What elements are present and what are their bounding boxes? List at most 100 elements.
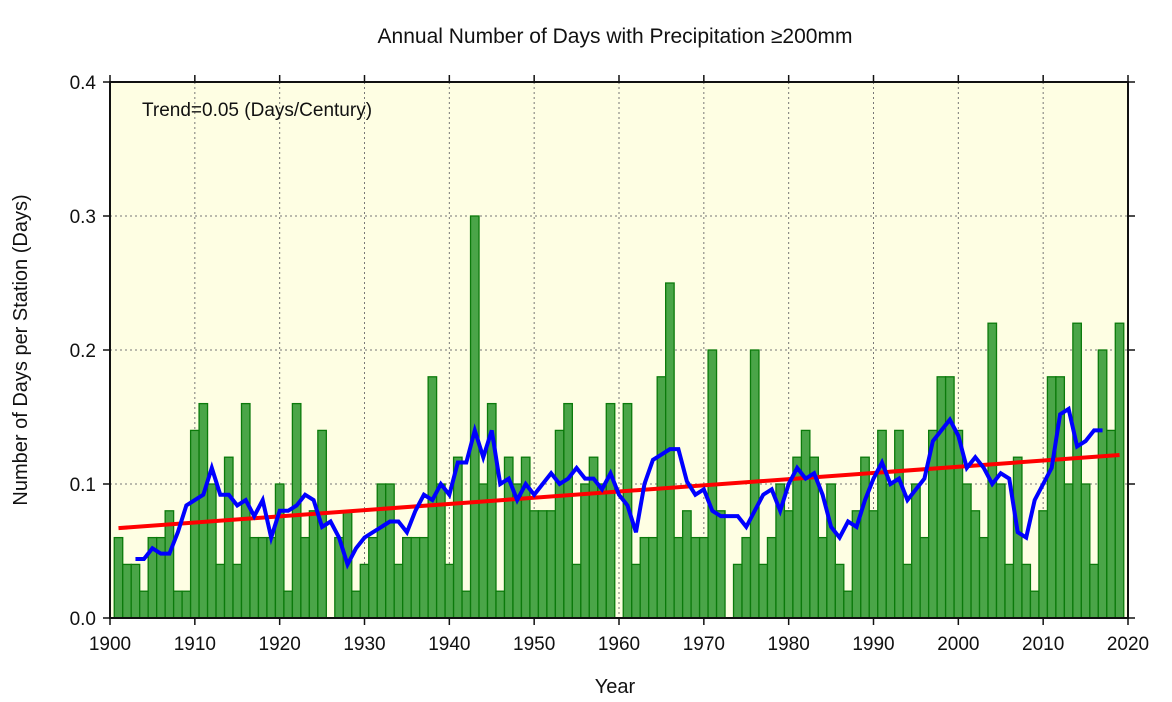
moving-average-line	[135, 405, 1103, 570]
bar-1955	[571, 563, 582, 619]
bar-1932	[376, 483, 387, 619]
bar-1937	[418, 536, 429, 619]
bar-2009	[1029, 590, 1040, 619]
bar-1901	[113, 536, 124, 619]
bar-1982	[800, 429, 811, 619]
bar-1940	[444, 563, 455, 619]
bar-1931	[368, 536, 378, 619]
bar-2003	[978, 536, 989, 619]
bar-2019	[1114, 322, 1125, 619]
bar-1999	[944, 376, 955, 619]
y-axis-ticks: 0.0 0.1 0.2 0.3 0.4	[70, 73, 1135, 630]
x-axis-ticks: 1900 1910 1920 1930 1940 1950 1960 1970 1980 1990…	[89, 75, 1149, 655]
bar-1936	[410, 536, 421, 619]
trend-annotation: Trend=0.05 (Days/Century)	[142, 100, 372, 121]
y-tick-label: 0.0	[70, 609, 96, 630]
x-tick-label: 1980	[768, 634, 810, 655]
bar-2004	[987, 322, 998, 619]
x-tick-label: 1960	[598, 634, 640, 655]
x-tick-label: 2020	[1107, 634, 1149, 655]
bar-1985	[826, 483, 836, 619]
bar-1911	[198, 402, 209, 619]
x-axis-label: Year	[595, 676, 636, 698]
bar-1951	[537, 510, 548, 619]
bar-1986	[834, 563, 845, 619]
x-tick-label: 1940	[428, 634, 470, 655]
bar-1972	[715, 510, 726, 619]
bar-2011	[1046, 376, 1057, 619]
bar-2018	[1106, 429, 1116, 619]
bar-1916	[240, 402, 251, 619]
bar-1980	[783, 510, 794, 619]
bar-1909	[181, 590, 192, 619]
bar-1950	[529, 510, 540, 619]
bar-1975	[741, 536, 752, 619]
bar-1933	[385, 483, 395, 619]
bar-1922	[291, 402, 302, 619]
bar-1968	[681, 510, 692, 619]
bar-1981	[792, 456, 803, 619]
y-tick-label: 0.1	[70, 475, 96, 496]
y-tick-label: 0.4	[70, 73, 97, 94]
bar-2013	[1063, 483, 1074, 619]
bar-2006	[1004, 563, 1015, 619]
bar-1989	[860, 456, 870, 619]
bar-1974	[732, 563, 743, 619]
bar-1956	[580, 483, 590, 619]
y-axis-label: Number of Days per Station (Days)	[10, 194, 32, 505]
x-tick-label: 1990	[852, 634, 894, 655]
bar-2001	[961, 483, 972, 619]
bar-1970	[698, 536, 709, 619]
bar-1935	[402, 536, 412, 619]
bar-2005	[995, 483, 1006, 619]
bar-1930	[359, 563, 370, 619]
x-tick-label: 1950	[513, 634, 555, 655]
x-tick-label: 1900	[89, 634, 131, 655]
bar-1963	[639, 536, 650, 619]
bar-1959	[605, 402, 616, 619]
chart-title: Annual Number of Days with Precipitation…	[378, 25, 853, 48]
bar-2016	[1089, 563, 1099, 619]
bar-1994	[902, 563, 913, 619]
bar-1942	[461, 590, 472, 619]
bar-1914	[223, 456, 234, 619]
bar-1958	[597, 483, 607, 619]
bar-1954	[563, 402, 573, 619]
bar-2010	[1038, 510, 1049, 619]
bar-1903	[130, 563, 141, 619]
bar-1992	[885, 483, 896, 619]
bar-1965	[656, 376, 667, 619]
x-tick-label: 2000	[937, 634, 979, 655]
bar-1913	[215, 563, 226, 619]
bar-1944	[478, 483, 489, 619]
bar-1919	[266, 536, 277, 619]
bar-1987	[843, 590, 853, 619]
bar-1962	[631, 563, 641, 619]
bar-1923	[300, 536, 311, 619]
bar-1967	[673, 536, 684, 619]
bar-2014	[1072, 322, 1082, 619]
bar-1920	[274, 483, 285, 619]
bar-1969	[690, 536, 701, 619]
bar-1912	[206, 483, 217, 619]
bar-1907	[164, 510, 175, 619]
bar-1908	[172, 590, 183, 619]
bar-1995	[911, 483, 921, 619]
bar-1915	[232, 563, 243, 619]
bar-1993	[894, 429, 904, 619]
bar-1902	[122, 563, 132, 619]
bar-1934	[393, 563, 404, 619]
bar-1977	[758, 563, 769, 619]
bar-2007	[1012, 456, 1023, 619]
x-tick-label: 1970	[683, 634, 725, 655]
x-tick-label: 2010	[1022, 634, 1064, 655]
bar-1998	[936, 376, 947, 619]
bar-1929	[351, 590, 361, 619]
x-tick-label: 1930	[343, 634, 385, 655]
y-tick-label: 0.2	[70, 341, 96, 362]
bar-1946	[495, 590, 506, 619]
bar-1964	[648, 536, 658, 619]
bar-1952	[546, 510, 557, 619]
bar-1921	[283, 590, 294, 619]
